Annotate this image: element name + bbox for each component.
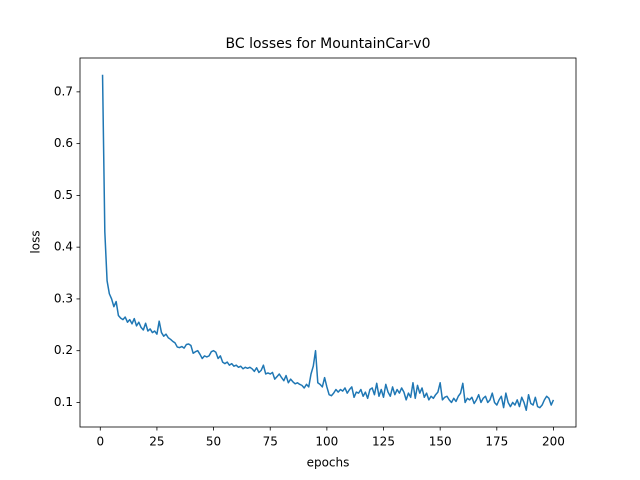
x-tick-label: 75 — [263, 435, 278, 449]
plot-frame — [79, 57, 577, 428]
x-tick-label: 100 — [315, 435, 338, 449]
chart-title: BC losses for MountainCar-v0 — [226, 36, 431, 52]
y-tick-label: 0.7 — [54, 84, 73, 98]
x-tick-label: 50 — [206, 435, 221, 449]
x-tick-label: 200 — [542, 435, 565, 449]
x-tick-label: 0 — [96, 435, 104, 449]
y-tick-label: 0.5 — [54, 188, 73, 202]
y-tick-label: 0.4 — [54, 240, 73, 254]
x-tick-label: 175 — [485, 435, 508, 449]
x-axis-label: epochs — [307, 456, 350, 470]
y-tick-label: 0.2 — [54, 343, 73, 357]
line-series — [101, 74, 555, 411]
y-axis-label: loss — [29, 230, 43, 253]
x-tick-label: 25 — [149, 435, 164, 449]
y-tick-label: 0.3 — [54, 291, 73, 305]
y-tick-label: 0.1 — [54, 395, 73, 409]
x-tick-label: 150 — [429, 435, 452, 449]
y-tick-label: 0.6 — [54, 136, 73, 150]
x-tick-label: 125 — [372, 435, 395, 449]
